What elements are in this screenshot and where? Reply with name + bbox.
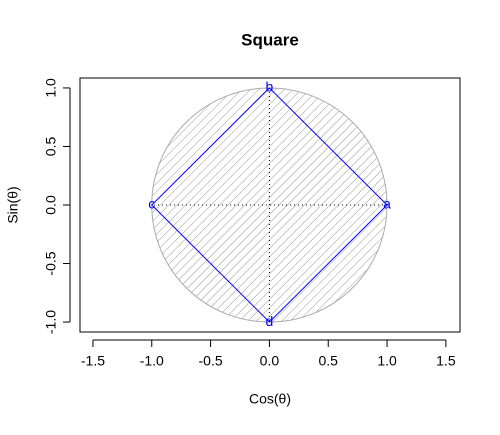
x-tick-label: -1.0 <box>140 353 164 369</box>
plot-frame <box>79 77 461 333</box>
x-tick-label: -0.5 <box>199 353 223 369</box>
x-axis-label: Cos(θ) <box>249 391 291 407</box>
y-tick-label: 0.5 <box>43 137 59 157</box>
y-tick-label: -1.0 <box>43 310 59 334</box>
y-tick-label: 1.0 <box>43 78 59 98</box>
x-tick-label: 1.0 <box>377 353 397 369</box>
y-tick-label: 0.0 <box>43 195 59 215</box>
point-label: a <box>383 196 391 212</box>
x-tick-label: 0.0 <box>260 353 280 369</box>
chart-title: Square <box>241 30 299 49</box>
point-label: b <box>266 79 274 95</box>
point-label: c <box>148 196 155 212</box>
y-tick-label: -0.5 <box>43 251 59 275</box>
x-tick-label: -1.5 <box>81 353 105 369</box>
square <box>151 87 388 323</box>
point-label: d <box>266 313 274 329</box>
x-tick-label: 1.5 <box>436 353 456 369</box>
y-axis-label: Sin(θ) <box>5 186 21 223</box>
x-tick-label: 0.5 <box>319 353 339 369</box>
